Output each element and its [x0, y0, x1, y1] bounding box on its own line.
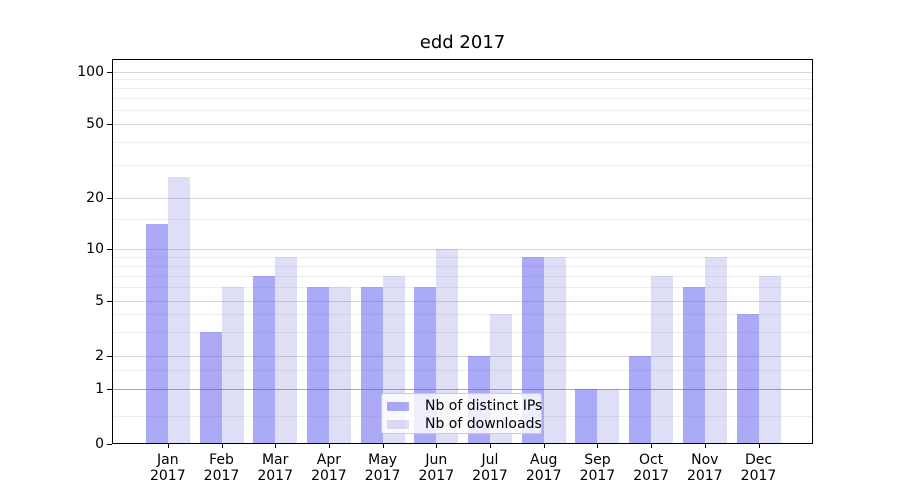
bar-downloads	[704, 256, 727, 443]
x-tick-mark	[436, 444, 438, 448]
legend-row: Nb of distinct IPs	[382, 397, 543, 415]
bar-distinct-ips	[682, 287, 705, 443]
x-tick-mark	[758, 444, 760, 448]
gridline-major	[113, 388, 812, 390]
y-tick-label: 5	[95, 292, 104, 309]
gridline-major	[113, 71, 812, 73]
gridline-minor	[113, 88, 812, 90]
legend-swatch-downloads	[387, 419, 409, 429]
bar-distinct-ips	[629, 356, 652, 443]
plot-area: Nb of distinct IPs Nb of downloads	[112, 59, 813, 444]
x-tick-label: Jan 2017	[149, 452, 186, 484]
bar-distinct-ips	[145, 224, 168, 443]
y-tick-mark	[107, 300, 112, 302]
gridline-minor	[113, 110, 812, 112]
bar-distinct-ips	[306, 287, 329, 443]
bar-downloads	[543, 256, 566, 443]
chart-title: edd 2017	[419, 32, 506, 53]
x-tick-label: Apr 2017	[311, 452, 347, 484]
gridline-minor	[113, 265, 812, 267]
gridline-minor	[113, 287, 812, 289]
x-tick-mark	[167, 444, 169, 448]
bar-downloads	[167, 176, 190, 443]
bar-distinct-ips	[199, 331, 222, 443]
y-tick-label: 2	[95, 348, 104, 365]
x-tick-label: Jul 2017	[472, 452, 508, 484]
x-tick-mark	[651, 444, 653, 448]
y-tick-mark	[107, 71, 112, 73]
y-tick-label: 50	[86, 115, 104, 132]
bar-downloads	[328, 287, 351, 443]
gridline-minor	[113, 314, 812, 316]
y-tick-label: 1	[95, 380, 104, 397]
x-tick-label: Nov 2017	[686, 452, 723, 484]
x-tick-mark	[328, 444, 330, 448]
gridline-major	[113, 249, 812, 250]
gridline-minor	[113, 141, 812, 143]
bar-downloads	[597, 388, 620, 443]
bar-downloads	[221, 287, 244, 443]
legend-row: Nb of downloads	[382, 415, 542, 433]
gridline-minor	[113, 256, 812, 258]
x-tick-label: Feb 2017	[203, 452, 240, 484]
y-tick-label: 10	[86, 241, 104, 257]
y-tick-mark	[107, 443, 112, 445]
bar-downloads	[651, 275, 674, 443]
gridline-minor	[113, 275, 812, 277]
x-tick-label: Jun 2017	[418, 452, 455, 484]
x-tick-mark	[704, 444, 706, 448]
legend-label: Nb of downloads	[425, 416, 542, 432]
x-tick-mark	[597, 444, 599, 448]
gridline-minor	[113, 165, 812, 167]
x-tick-label: Mar 2017	[257, 452, 293, 484]
gridline-minor	[113, 331, 812, 333]
x-tick-label: May 2017	[364, 452, 401, 484]
x-tick-mark	[221, 444, 223, 448]
y-tick-mark	[107, 356, 112, 358]
x-tick-mark	[543, 444, 545, 448]
x-tick-label: Sep 2017	[579, 452, 616, 484]
y-tick-mark	[107, 123, 112, 125]
bar-downloads	[275, 256, 298, 443]
y-tick-mark	[107, 388, 112, 390]
gridline-minor	[113, 98, 812, 100]
x-tick-label: Oct 2017	[633, 452, 669, 484]
bar-distinct-ips	[253, 275, 276, 443]
y-tick-label: 20	[86, 190, 104, 207]
gridline-major	[113, 300, 812, 302]
x-tick-mark	[490, 444, 491, 448]
y-tick-mark	[107, 249, 112, 250]
x-tick-mark	[275, 444, 277, 448]
legend: Nb of distinct IPs Nb of downloads	[381, 393, 542, 434]
y-tick-label: 100	[77, 63, 104, 80]
gridline-minor	[113, 219, 812, 221]
legend-label: Nb of distinct IPs	[425, 398, 543, 414]
x-tick-label: Dec 2017	[740, 452, 777, 484]
gridline-major	[113, 198, 812, 200]
y-tick-mark	[107, 198, 112, 200]
gridline-major	[113, 356, 812, 358]
bar-distinct-ips	[575, 388, 598, 443]
y-tick-label: 0	[95, 435, 104, 452]
gridline-minor	[113, 79, 812, 81]
x-tick-mark	[382, 444, 384, 448]
gridline-major	[113, 123, 812, 125]
bar-distinct-ips	[736, 314, 759, 443]
gridline-minor	[113, 369, 812, 371]
bar-distinct-ips	[360, 287, 383, 443]
legend-swatch-distinct-ips	[387, 401, 409, 411]
x-tick-label: Aug 2017	[525, 452, 562, 484]
bar-downloads	[758, 275, 781, 443]
